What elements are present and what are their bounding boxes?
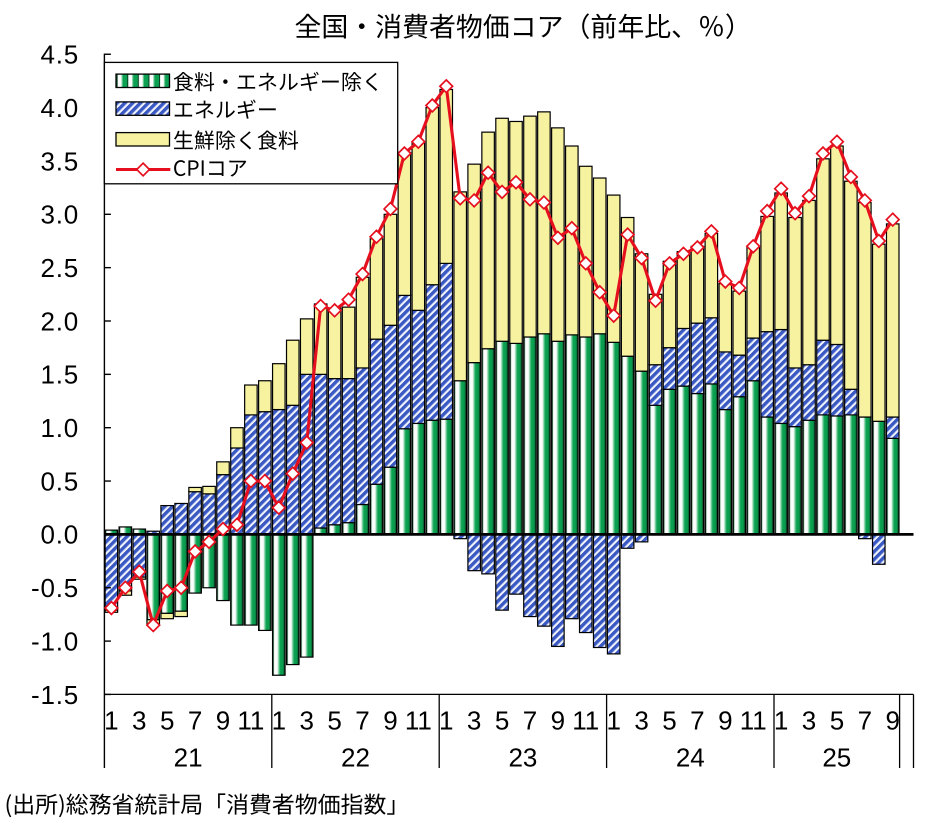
svg-text:3: 3 bbox=[802, 706, 816, 736]
svg-text:11: 11 bbox=[405, 706, 432, 736]
svg-text:7: 7 bbox=[858, 706, 872, 736]
svg-text:1.0: 1.0 bbox=[40, 413, 79, 443]
svg-text:-0.5: -0.5 bbox=[31, 573, 79, 603]
svg-text:1.5: 1.5 bbox=[40, 360, 79, 390]
svg-text:7: 7 bbox=[690, 706, 704, 736]
svg-text:9: 9 bbox=[886, 706, 900, 736]
svg-text:7: 7 bbox=[523, 706, 537, 736]
svg-text:23: 23 bbox=[508, 743, 537, 773]
svg-text:5: 5 bbox=[160, 706, 174, 736]
svg-text:9: 9 bbox=[383, 706, 397, 736]
svg-text:21: 21 bbox=[174, 743, 203, 773]
svg-text:4.0: 4.0 bbox=[40, 93, 79, 123]
svg-text:5: 5 bbox=[662, 706, 676, 736]
svg-text:7: 7 bbox=[355, 706, 369, 736]
svg-text:0.0: 0.0 bbox=[40, 520, 79, 550]
svg-text:1: 1 bbox=[272, 706, 286, 736]
svg-text:5: 5 bbox=[830, 706, 844, 736]
svg-text:1: 1 bbox=[104, 706, 118, 736]
svg-text:9: 9 bbox=[216, 706, 230, 736]
svg-text:3: 3 bbox=[299, 706, 313, 736]
svg-text:3: 3 bbox=[132, 706, 146, 736]
svg-text:2.0: 2.0 bbox=[40, 306, 79, 336]
svg-text:0.5: 0.5 bbox=[40, 466, 79, 496]
svg-text:9: 9 bbox=[718, 706, 732, 736]
svg-text:3: 3 bbox=[634, 706, 648, 736]
svg-text:3: 3 bbox=[467, 706, 481, 736]
svg-text:11: 11 bbox=[572, 706, 599, 736]
svg-text:5: 5 bbox=[327, 706, 341, 736]
svg-text:11: 11 bbox=[237, 706, 264, 736]
svg-text:-1.0: -1.0 bbox=[31, 626, 79, 656]
svg-text:5: 5 bbox=[495, 706, 509, 736]
svg-text:22: 22 bbox=[341, 743, 370, 773]
svg-text:11: 11 bbox=[740, 706, 767, 736]
svg-text:7: 7 bbox=[188, 706, 202, 736]
svg-text:4.5: 4.5 bbox=[40, 40, 79, 70]
svg-text:1: 1 bbox=[606, 706, 620, 736]
svg-text:24: 24 bbox=[676, 743, 705, 773]
svg-text:-1.5: -1.5 bbox=[31, 680, 79, 710]
svg-text:9: 9 bbox=[551, 706, 565, 736]
svg-text:1: 1 bbox=[774, 706, 788, 736]
svg-text:25: 25 bbox=[822, 743, 851, 773]
svg-text:3.5: 3.5 bbox=[40, 146, 79, 176]
svg-text:1: 1 bbox=[439, 706, 453, 736]
svg-text:2.5: 2.5 bbox=[40, 253, 79, 283]
svg-text:3.0: 3.0 bbox=[40, 200, 79, 230]
